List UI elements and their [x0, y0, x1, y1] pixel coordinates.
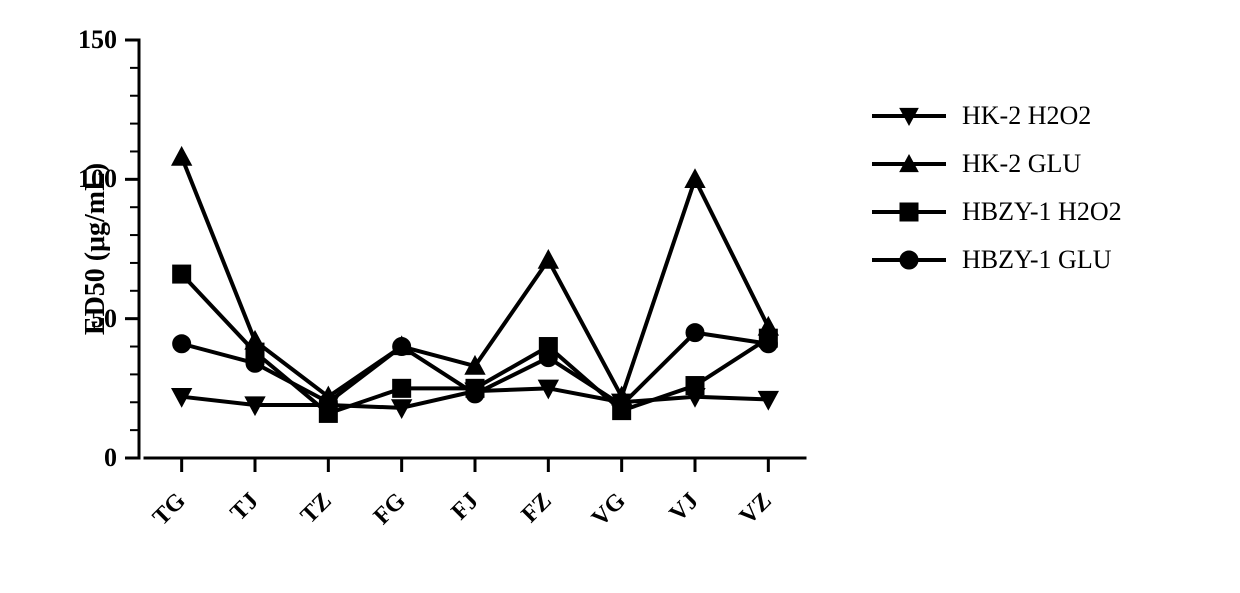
- legend-swatch-icon: [870, 104, 948, 128]
- y-tick-label: 150: [0, 25, 117, 55]
- legend-swatch-icon: [870, 248, 948, 272]
- legend-swatch-icon: [870, 152, 948, 176]
- y-tick-label: 100: [0, 164, 117, 194]
- y-tick-label: 0: [0, 443, 117, 473]
- legend-item: HBZY-1 GLU: [870, 244, 1122, 276]
- legend-label: HBZY-1 H2O2: [962, 197, 1122, 227]
- legend-label: HK-2 GLU: [962, 149, 1081, 179]
- legend-label: HBZY-1 GLU: [962, 245, 1112, 275]
- legend-swatch-icon: [870, 200, 948, 224]
- legend: HK-2 H2O2 HK-2 GLU HBZY-1 H2O2 HBZY-1 GLU: [870, 100, 1122, 292]
- legend-item: HK-2 GLU: [870, 148, 1122, 180]
- legend-item: HK-2 H2O2: [870, 100, 1122, 132]
- y-tick-label: 50: [0, 304, 117, 334]
- legend-item: HBZY-1 H2O2: [870, 196, 1122, 228]
- chart-page: ED50 (μg/mL) 050100150 TGTJTZFGFJFZVGVJV…: [0, 0, 1240, 593]
- legend-label: HK-2 H2O2: [962, 101, 1091, 131]
